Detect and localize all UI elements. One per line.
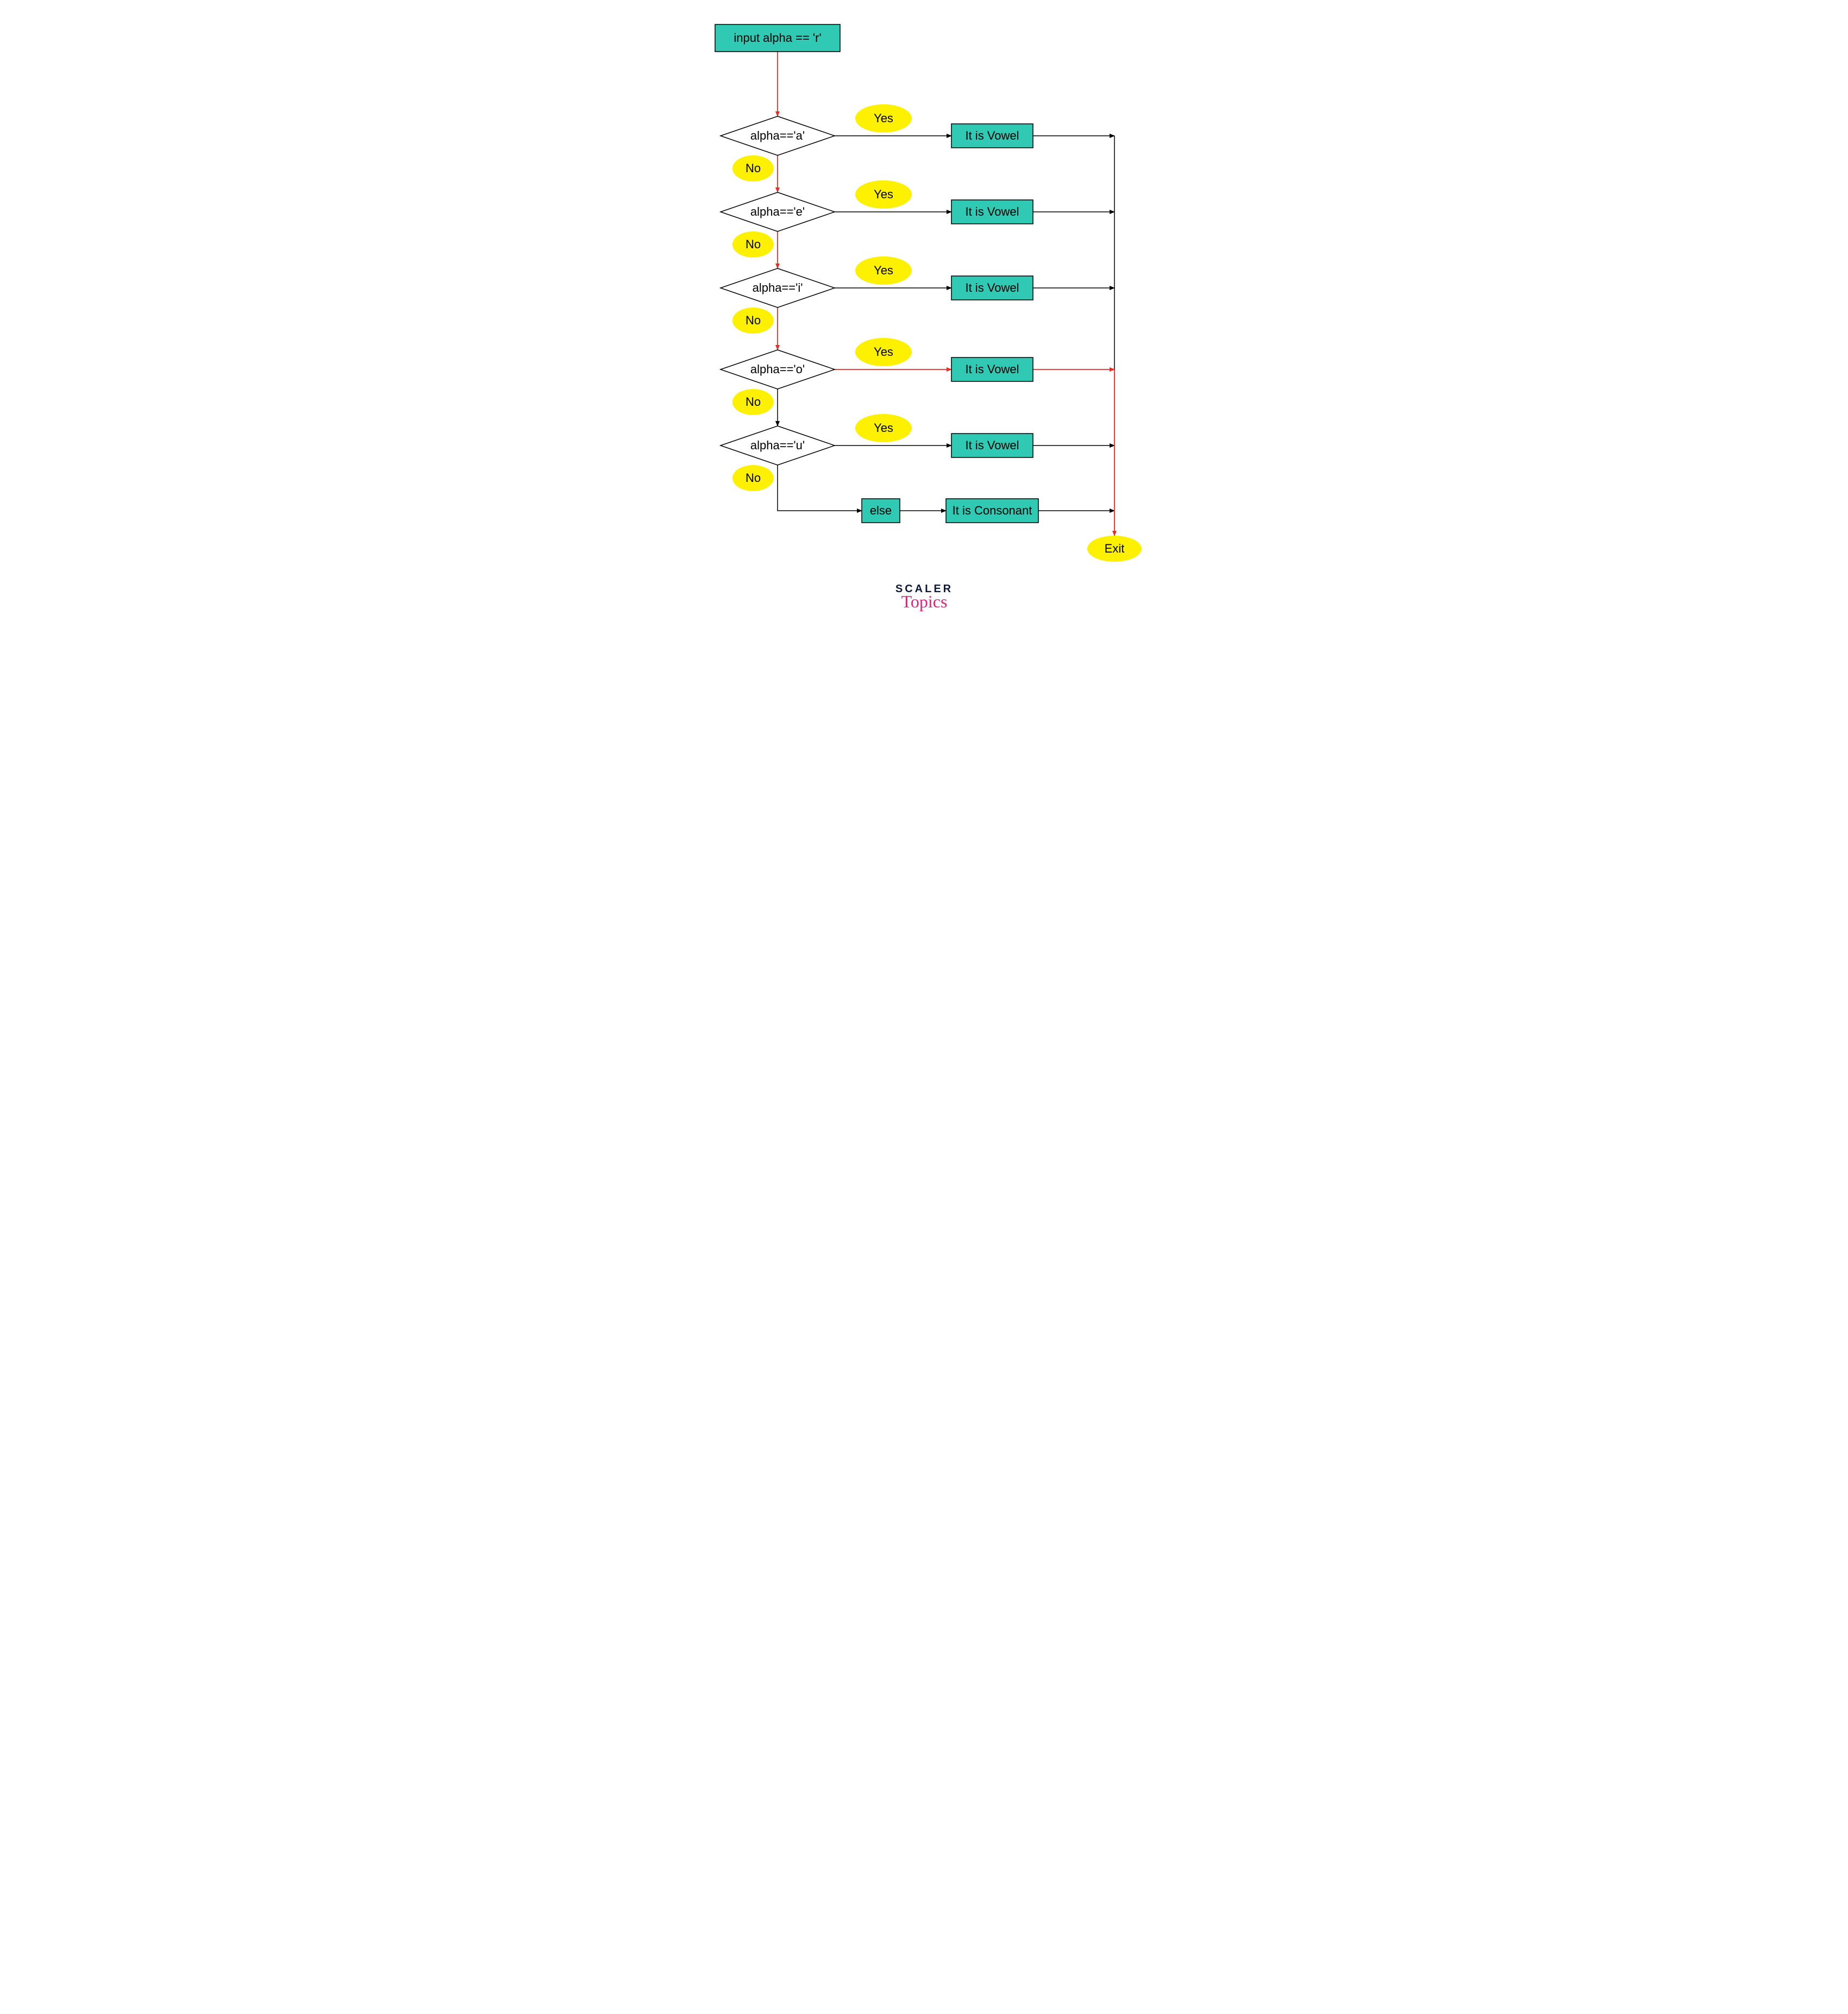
svg-text:Yes: Yes: [874, 187, 893, 201]
svg-text:alpha=='a': alpha=='a': [750, 129, 804, 142]
svg-text:Yes: Yes: [874, 263, 893, 277]
svg-text:Yes: Yes: [874, 421, 893, 435]
svg-text:No: No: [745, 471, 760, 485]
svg-text:It is Consonant: It is Consonant: [952, 504, 1032, 517]
svg-text:No: No: [745, 395, 760, 409]
svg-text:It is Vowel: It is Vowel: [965, 438, 1019, 452]
svg-text:alpha=='u': alpha=='u': [750, 438, 804, 452]
svg-text:It is Vowel: It is Vowel: [965, 362, 1019, 376]
svg-text:Yes: Yes: [874, 345, 893, 359]
svg-text:It is Vowel: It is Vowel: [965, 205, 1019, 218]
logo-topics: Topics: [901, 592, 947, 611]
svg-text:No: No: [745, 313, 760, 327]
svg-text:It is Vowel: It is Vowel: [965, 129, 1019, 142]
svg-text:No: No: [745, 161, 760, 175]
svg-text:It is Vowel: It is Vowel: [965, 281, 1019, 294]
svg-text:input alpha == 'r': input alpha == 'r': [734, 31, 821, 45]
svg-text:else: else: [869, 504, 891, 517]
svg-text:alpha=='e': alpha=='e': [750, 205, 804, 218]
flowchart-canvas: input alpha == 'r' alpha=='a' Yes No It is V…: [642, 0, 1207, 619]
svg-text:alpha=='i': alpha=='i': [752, 281, 803, 294]
svg-text:Exit: Exit: [1104, 542, 1124, 555]
svg-text:Yes: Yes: [874, 111, 893, 125]
svg-text:No: No: [745, 237, 760, 251]
svg-text:alpha=='o': alpha=='o': [750, 362, 804, 376]
